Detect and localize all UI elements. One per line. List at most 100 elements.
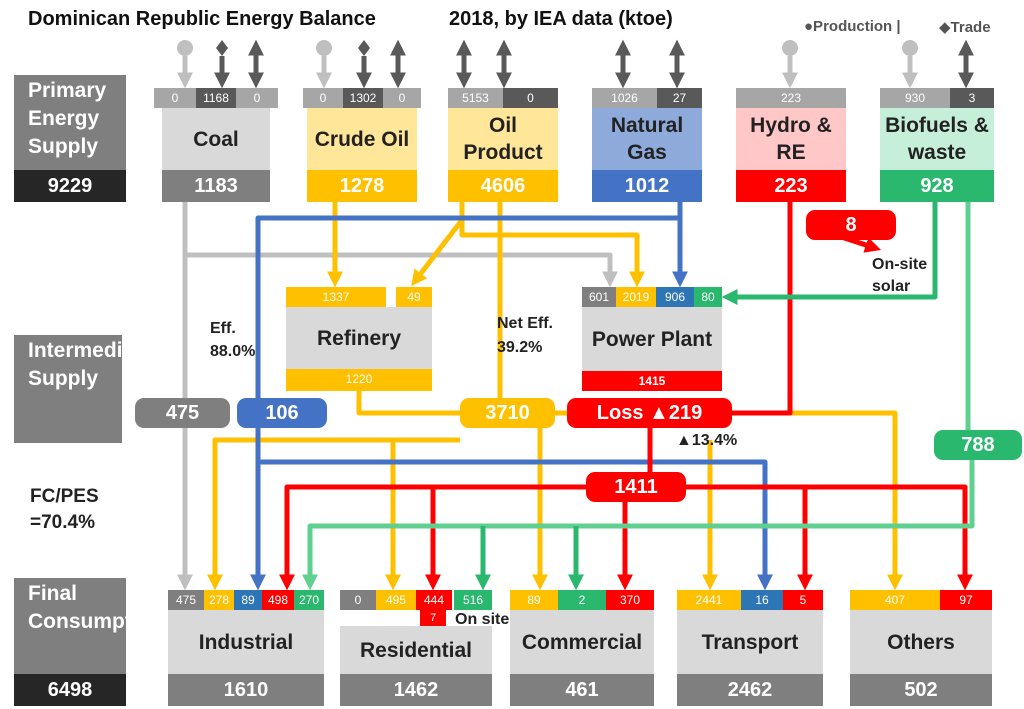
others-total: 502 — [850, 674, 992, 706]
gas-to-transport — [258, 459, 774, 591]
industrial-coal-cell: 475 — [168, 590, 204, 610]
bio-to-power — [721, 202, 938, 306]
legend-trade: ◆Trade — [939, 19, 991, 36]
commercial-elec-cell: 370 — [606, 590, 654, 610]
legend-production: ●Production | — [804, 18, 901, 35]
hydro-production-cell: 223 — [736, 88, 846, 108]
residential-coal-cell: 0 — [340, 590, 376, 610]
transport-gas-cell: 16 — [741, 590, 783, 610]
industrial-total: 1610 — [168, 674, 324, 706]
industrial-oil-cell: 278 — [204, 590, 234, 610]
source-hydro-re: 223 Hydro & RE 223 — [736, 88, 846, 202]
source-coal: 0 1168 0 Coal 1183 — [154, 88, 278, 202]
coal-total: 1183 — [162, 170, 270, 202]
commercial-oil-cell: 89 — [510, 590, 558, 610]
biofuels-total: 928 — [880, 170, 994, 202]
source-crude-oil: 0 1302 0 Crude Oil 1278 — [303, 88, 421, 202]
coal-import-cell: 1168 — [196, 88, 236, 108]
oil-product-import-cell: 5153 — [448, 88, 503, 108]
residential-label: Residential — [340, 626, 492, 674]
elec-right — [686, 484, 974, 591]
transport-total: 2462 — [677, 674, 823, 706]
diagram-title: Dominican Republic Energy Balance — [28, 8, 376, 30]
industrial-elec-cell: 498 — [262, 590, 294, 610]
crude-oil-total: 1278 — [307, 170, 417, 202]
industrial-label: Industrial — [168, 610, 324, 674]
fc-pes-ratio: FC/PES =70.4% — [30, 486, 99, 533]
bio-to-sectors — [301, 460, 975, 591]
crude-production-dot — [316, 40, 332, 56]
oilprod-to-refinery — [411, 202, 465, 287]
power-plant-output: 1415 — [582, 371, 722, 391]
transport-elec-cell: 5 — [783, 590, 823, 610]
crude-import-diamond — [358, 40, 370, 56]
gas-production-cell: 1026 — [592, 88, 657, 108]
natural-gas-total: 1012 — [592, 170, 702, 202]
power-in-bio: 80 — [694, 287, 722, 307]
oil-product-label: Oil Product — [448, 108, 558, 170]
coal-label: Coal — [162, 108, 270, 170]
bio-production-dot — [902, 40, 918, 56]
transport-oil-cell: 2441 — [677, 590, 741, 610]
electricity-flow: 1411 — [586, 472, 686, 502]
power-loss-percent: ▲13.4% — [676, 432, 738, 449]
coal-production-dot — [177, 40, 193, 56]
refinery-eff-value: 88.0% — [210, 343, 256, 360]
others-label: Others — [850, 610, 992, 674]
refinery-in-crude: 1337 — [286, 287, 386, 307]
intermediate-supply-header: Intermediate Supply — [14, 335, 153, 443]
diagram-subtitle: 2018, by IEA data (ktoe) — [449, 8, 673, 30]
onsite-label: On site — [455, 611, 510, 628]
crude-import-cell: 1302 — [343, 88, 383, 108]
industrial-bio-cell: 270 — [294, 590, 324, 610]
gas-trade-cell: 27 — [657, 88, 702, 108]
crude-oil-label: Crude Oil — [307, 108, 417, 170]
residential-total: 1462 — [340, 674, 492, 706]
gas-direct-flow: 106 — [237, 398, 327, 428]
bio-trade-cell: 3 — [950, 88, 994, 108]
oil-product-export-cell: 0 — [503, 88, 558, 108]
primary-supply-total: 9229 — [14, 170, 126, 202]
industrial-gas-cell: 89 — [234, 590, 262, 610]
power-plant-label: Power Plant — [582, 307, 722, 371]
refinery-label: Refinery — [286, 307, 432, 369]
final-consumption-header: Final Consumption — [14, 578, 163, 674]
transport-label: Transport — [677, 610, 823, 674]
residential-elec-cell: 444 — [416, 590, 452, 610]
final-consumption-total: 6498 — [14, 674, 126, 706]
others-oil-cell: 407 — [850, 590, 940, 610]
oil-direct-flow: 3710 — [460, 398, 555, 428]
power-in-oil: 2019 — [616, 287, 656, 307]
solar-label: On-site solar — [872, 256, 928, 295]
biofuels-label: Biofuels & waste — [880, 108, 994, 170]
elec-left — [278, 484, 586, 591]
power-loss: Loss ▲219 — [567, 398, 732, 428]
source-biofuels: 930 3 Biofuels & waste 928 — [880, 88, 994, 202]
refinery-in-product: 49 — [396, 287, 432, 307]
coal-export-cell: 0 — [236, 88, 278, 108]
oil-product-total: 4606 — [448, 170, 558, 202]
biofuel-direct-flow: 788 — [934, 430, 1022, 460]
residential-bio-cell: 516 — [454, 590, 492, 610]
coal-import-diamond — [216, 40, 228, 56]
residential-oil-cell: 495 — [376, 590, 416, 610]
power-eff-label: Net Eff. — [497, 315, 553, 332]
sector-commercial: 89 2 370 Commercial 461 — [510, 590, 654, 706]
coal-direct-flow: 475 — [135, 398, 230, 428]
refinery-output: 1220 — [286, 369, 432, 391]
sector-transport: 2441 16 5 Transport 2462 — [677, 590, 823, 706]
coal-to-power — [185, 252, 619, 288]
crude-export-cell: 0 — [383, 88, 421, 108]
hydro-re-total: 223 — [736, 170, 846, 202]
bio-production-cell: 930 — [880, 88, 950, 108]
hydro-re-label: Hydro & RE — [736, 108, 846, 170]
solar-flow: 8 — [806, 210, 896, 240]
primary-supply-header: Primary Energy Supply — [14, 75, 126, 170]
oil-branch-industrial — [206, 437, 460, 591]
gas-to-pool — [255, 215, 680, 398]
commercial-label: Commercial — [510, 610, 654, 674]
hydro-to-loss — [732, 202, 793, 416]
source-oil-product: 5153 0 Oil Product 4606 — [448, 88, 558, 202]
residential-solar-cell: 7 — [420, 610, 446, 626]
